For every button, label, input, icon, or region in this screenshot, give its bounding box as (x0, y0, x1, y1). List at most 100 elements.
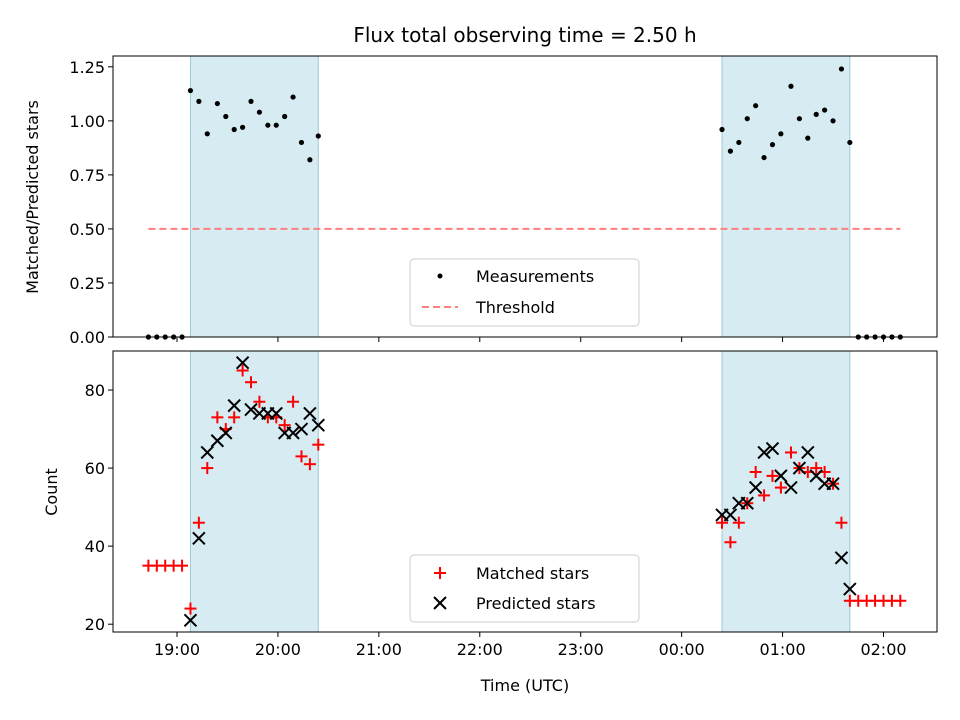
top-legend: Measurements Threshold (409, 258, 640, 327)
x-tick-label: 00:00 (659, 640, 705, 659)
top-y-axis-label: Matched/Predicted stars (23, 100, 42, 294)
measurement-point (240, 124, 246, 130)
predicted-star-point (183, 613, 198, 627)
measurement-point (778, 131, 784, 137)
matched-star-point (201, 462, 214, 475)
matched-star-point (303, 458, 316, 471)
matched-star-point (894, 594, 907, 607)
measurement-point (204, 131, 210, 137)
measurement-point (813, 111, 819, 117)
count-panel: Count Time (UTC) 20 40 60 80 19:00 20:00 21:0… (42, 350, 938, 695)
x-tick-label: 20:00 (255, 640, 301, 659)
matched-star-point (192, 516, 205, 529)
predicted-star-point (294, 422, 309, 436)
measurement-point (796, 116, 802, 122)
predicted-star-point (748, 480, 763, 495)
bottom-y-tick-label: 20 (85, 615, 105, 634)
matched-star-point (245, 376, 258, 389)
matched-star-point (716, 516, 729, 529)
measurement-point (187, 87, 194, 94)
bottom-y-tick-label: 60 (85, 459, 105, 478)
matched-star-point (176, 559, 189, 572)
x-axis-label: Time (UTC) (480, 676, 569, 695)
predicted-star-point (286, 426, 300, 440)
predicted-star-point (723, 508, 738, 522)
measurement-point (256, 109, 263, 115)
measurement-point (727, 148, 734, 154)
predicted-star-point (784, 480, 798, 495)
legend-predicted-label: Predicted stars (476, 594, 596, 613)
top-y-tick-label: 0.00 (69, 328, 105, 347)
measurement-point (290, 94, 296, 100)
x-tick-label: 01:00 (760, 640, 806, 659)
predicted-star-point (311, 418, 326, 432)
bottom-legend-box (409, 554, 640, 623)
measurement-point (248, 98, 254, 104)
matched-star-point (732, 516, 745, 529)
matched-star-point (184, 602, 197, 615)
measurement-point (719, 126, 725, 133)
measurement-point (744, 116, 750, 122)
measurement-point (231, 126, 237, 133)
predicted-star-point (765, 441, 780, 456)
measurement-point (307, 157, 313, 163)
ratio-panel: Flux total observing time = 2.50 h Match… (23, 23, 938, 347)
chart-title: Flux total observing time = 2.50 h (353, 23, 696, 47)
top-y-tick-label: 1.00 (69, 112, 105, 131)
legend-threshold-label: Threshold (475, 298, 555, 317)
measurement-point (753, 103, 759, 109)
predicted-star-point (740, 496, 754, 510)
legend-measurements-marker (437, 273, 443, 279)
measurement-point (788, 83, 794, 89)
predicted-star-point (834, 551, 849, 565)
matched-star-point (211, 411, 224, 424)
predicted-star-point (792, 461, 807, 475)
measurement-point (196, 98, 202, 104)
x-tick-label: 21:00 (356, 640, 402, 659)
matched-star-point (228, 411, 241, 424)
x-tick-label: 22:00 (457, 640, 503, 659)
matched-star-point (784, 446, 797, 459)
legend-matched-label: Matched stars (476, 564, 589, 583)
observing-window-1 (189, 350, 319, 633)
bottom-plot-frame (112, 350, 938, 633)
measurement-point (761, 154, 767, 161)
legend-matched-marker (434, 567, 446, 579)
predicted-star-point (235, 356, 250, 370)
measurement-point (822, 107, 828, 113)
measurement-point (223, 113, 229, 120)
legend-predicted-marker (433, 596, 447, 610)
measurement-point (298, 139, 305, 146)
predicted-star-point (200, 445, 214, 460)
legend-measurements-label: Measurements (476, 267, 594, 286)
measurement-point (265, 122, 271, 128)
bottom-legend: Matched stars Predicted stars (409, 554, 640, 623)
measurement-point (315, 133, 321, 139)
measurement-point (847, 139, 853, 146)
x-tick-label: 19:00 (154, 640, 200, 659)
predicted-star-point (219, 426, 233, 440)
predicted-star-point (227, 398, 241, 413)
top-plot-frame (112, 55, 938, 338)
predicted-star-point (269, 406, 283, 421)
matched-star-point (724, 536, 737, 549)
predicted-star-point (843, 582, 857, 596)
x-tick-label: 02:00 (860, 640, 906, 659)
matched-star-point (774, 481, 787, 494)
matched-star-point (295, 450, 308, 463)
measurement-point (282, 113, 288, 120)
x-tick-label: 23:00 (558, 640, 604, 659)
top-y-tick-label: 1.25 (69, 58, 105, 77)
predicted-star-point (192, 531, 206, 546)
matched-star-point (835, 516, 848, 529)
matched-star-point (253, 395, 266, 408)
bottom-y-axis-label: Count (42, 468, 61, 516)
observing-window-2 (721, 55, 851, 338)
predicted-star-point (826, 476, 840, 491)
measurement-point (736, 139, 742, 146)
top-legend-box (409, 258, 640, 327)
measurement-point (214, 100, 220, 107)
top-y-tick-label: 0.75 (69, 166, 105, 185)
predicted-star-point (774, 469, 788, 483)
